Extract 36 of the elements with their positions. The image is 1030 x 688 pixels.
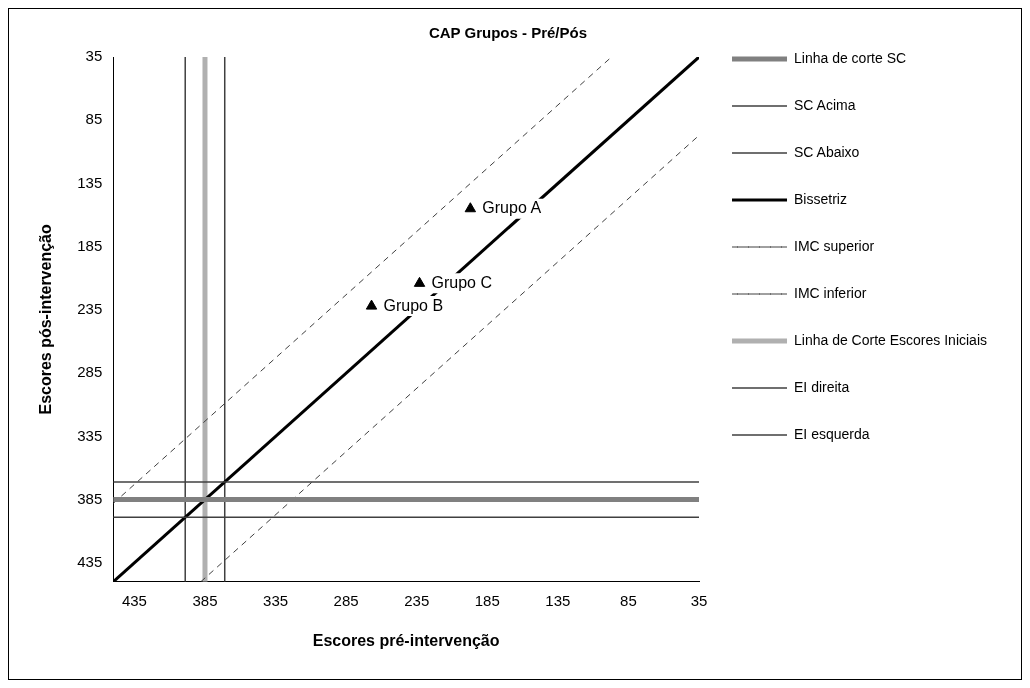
y-tick-label: 285 <box>77 363 103 381</box>
y-tick-label: 35 <box>85 47 103 65</box>
x-tick-label: 235 <box>404 591 430 609</box>
x-tick-label: 435 <box>121 591 147 609</box>
chart-title: CAP Grupos - Pré/Pós <box>428 24 588 42</box>
legend-label: IMC inferior <box>794 284 867 301</box>
point <box>464 202 477 213</box>
y-tick-label: 135 <box>77 173 103 191</box>
y-tick-label: 335 <box>77 426 103 444</box>
series-label: Grupo B <box>383 296 444 314</box>
point <box>413 276 426 287</box>
legend-label: EI esquerda <box>794 425 870 442</box>
y-tick-label: 185 <box>77 236 103 254</box>
x-tick-label: 85 <box>620 591 637 609</box>
y-tick-label: 235 <box>77 300 103 318</box>
y-tick-label: 435 <box>77 552 103 570</box>
y-tick-label: 85 <box>85 110 103 128</box>
series-label: Grupo C <box>431 273 492 291</box>
x-tick-label: 135 <box>545 591 571 609</box>
legend-label: Linha de corte SC <box>794 49 907 66</box>
series-label: Grupo A <box>482 199 542 217</box>
legend-label: Bissetriz <box>794 190 847 207</box>
legend-label: Linha de Corte Escores Iniciais <box>794 331 988 348</box>
x-axis-title: Escores pré-intervenção <box>312 631 500 649</box>
x-tick-label: 385 <box>192 591 218 609</box>
x-tick-label: 185 <box>474 591 500 609</box>
legend-label: IMC superior <box>794 237 875 254</box>
legend-label: SC Acima <box>794 96 856 113</box>
x-tick-label: 335 <box>263 591 289 609</box>
point <box>365 299 378 310</box>
legend-label: SC Abaixo <box>794 143 860 160</box>
legend-label: EI direita <box>794 378 850 395</box>
y-tick-label: 385 <box>77 489 103 507</box>
y-axis-title: Escores pós-intervenção <box>37 224 55 415</box>
x-tick-label: 285 <box>333 591 359 609</box>
x-tick-label: 35 <box>690 591 708 609</box>
